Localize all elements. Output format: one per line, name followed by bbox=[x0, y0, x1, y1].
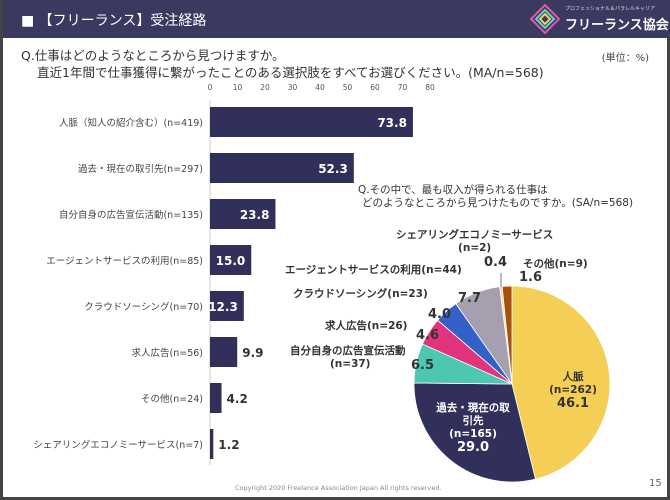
pie-label-torihikisaki: 過去・現在の取引先 (n=165) 29.0 bbox=[436, 402, 510, 455]
x-tick-label: 0 bbox=[208, 83, 213, 92]
category-label: 過去・現在の取引先(n=297) bbox=[78, 163, 203, 175]
category-label: 求人広告(n=56) bbox=[132, 347, 203, 359]
bar bbox=[210, 429, 214, 459]
pie-chart bbox=[413, 285, 611, 483]
pie-value-kyujin: 4.6 bbox=[416, 328, 440, 343]
bar-value-label: 23.8 bbox=[240, 208, 270, 222]
page-number: 15 bbox=[649, 478, 662, 489]
pie-label-other: その他(n=9) bbox=[523, 258, 588, 270]
bar-question: Q.仕事はどのようなところから見つけますか。 直近1年間で仕事獲得に繋がったこと… bbox=[21, 47, 544, 81]
pie-value-sharing: 0.4 bbox=[484, 255, 508, 270]
x-tick-label: 10 bbox=[233, 83, 243, 92]
bar bbox=[210, 153, 354, 183]
bar bbox=[210, 107, 413, 137]
x-tick-label: 70 bbox=[398, 83, 408, 92]
logo-icon bbox=[530, 4, 560, 34]
category-label: クラウドソーシング(n=70) bbox=[84, 301, 203, 313]
bar-value-label: 4.2 bbox=[227, 392, 248, 406]
bar-chart-title: Q.仕事はどのようなところから見つけますか。 bbox=[21, 48, 285, 63]
pie-question: Q.その中で、最も収入が得られる仕事は どのようなところから見つけたものですか。… bbox=[358, 184, 633, 210]
pie-label-crowd: クラウドソーシング(n=23) bbox=[293, 288, 428, 300]
x-tick-label: 30 bbox=[288, 83, 298, 92]
logo-text: フリーランス協会 bbox=[565, 18, 669, 33]
bar-value-label: 73.8 bbox=[377, 116, 407, 130]
unit-label: (単位：%) bbox=[601, 53, 649, 64]
page-title: ■ 【フリーランス】受注経路 bbox=[21, 13, 207, 29]
copyright: Copyright 2020 Freelance Association Jap… bbox=[235, 484, 442, 492]
category-label: エージェントサービスの利用(n=85) bbox=[46, 255, 203, 267]
header-bar: ■ 【フリーランス】受注経路 プロフェッショナル＆パラレルキャリア フリーランス… bbox=[3, 0, 670, 38]
category-label: その他(n=24) bbox=[141, 393, 203, 405]
bar-value-label: 52.3 bbox=[318, 162, 348, 176]
pie-label-sharing: シェアリングエコノミーサービス (n=2) bbox=[396, 229, 554, 254]
bar bbox=[210, 337, 238, 367]
bar-value-label: 12.3 bbox=[208, 300, 238, 314]
bar bbox=[210, 383, 222, 413]
pie-label-jinmyaku: 人脈 (n=262) 46.1 bbox=[549, 371, 597, 411]
bar bbox=[210, 291, 244, 321]
x-tick-label: 80 bbox=[425, 83, 435, 92]
pie-slice bbox=[511, 285, 611, 480]
logo-subtitle: プロフェッショナル＆パラレルキャリア bbox=[565, 6, 656, 12]
pie-label-jiko: 自分自身の広告宣伝活動 (n=37) bbox=[290, 345, 406, 370]
pie-slice bbox=[413, 382, 536, 483]
pie-chart-subtitle: どのようなところから見つけたものですか。(SA/n=568) bbox=[362, 197, 634, 209]
pie-value-jiko: 6.5 bbox=[411, 358, 435, 373]
pie-label-kyujin: 求人広告(n=26) bbox=[325, 320, 408, 332]
pie-value-other: 1.6 bbox=[519, 270, 543, 285]
pie-value-agent: 7.7 bbox=[458, 291, 482, 306]
pie-chart-title: Q.その中で、最も収入が得られる仕事は bbox=[358, 184, 548, 196]
x-tick-label: 50 bbox=[343, 83, 353, 92]
pie-slice bbox=[501, 285, 513, 385]
bar-value-label: 15.0 bbox=[216, 254, 246, 268]
pie-value-crowd: 4.0 bbox=[428, 307, 452, 322]
bar-value-label: 9.9 bbox=[242, 346, 263, 360]
x-tick-label: 60 bbox=[370, 83, 380, 92]
category-label: シェアリングエコノミーサービス(n=7) bbox=[33, 439, 203, 451]
category-label: 人脈（知人の紹介含む）(n=419) bbox=[59, 117, 203, 129]
bar bbox=[210, 245, 252, 275]
pie-label-agent: エージェントサービスの利用(n=44) bbox=[285, 264, 462, 276]
category-label: 自分自身の広告宣伝活動(n=135) bbox=[59, 209, 203, 221]
x-tick-label: 20 bbox=[260, 83, 270, 92]
bar-chart-subtitle: 直近1年間で仕事獲得に繋がったことのある選択肢をすべてお選びください。(MA/n… bbox=[37, 65, 544, 80]
bar-chart: 0 10 20 30 40 50 60 70 80 人脈（知人の紹介含む）(n=419) 73.8 過… bbox=[33, 83, 611, 483]
x-tick-label: 40 bbox=[315, 83, 325, 92]
bar-value-label: 1.2 bbox=[218, 438, 239, 452]
bar bbox=[210, 199, 276, 229]
